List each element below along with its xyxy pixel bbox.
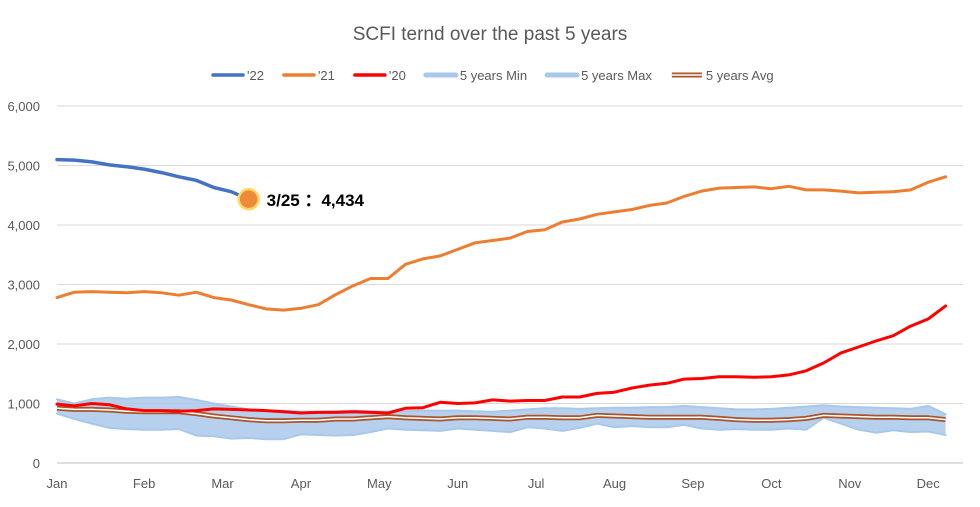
y-tick-label: 2,000 <box>7 337 40 352</box>
x-tick-label: Jul <box>528 476 545 491</box>
y-tick-label: 6,000 <box>7 99 40 114</box>
y-tick-label: 4,000 <box>7 218 40 233</box>
legend-item: '22 <box>211 68 264 83</box>
chart-title: SCFI ternd over the past 5 years <box>353 24 628 45</box>
y-tick-label: 3,000 <box>7 278 40 293</box>
legend-label: '22 <box>247 68 264 83</box>
legend-item: 5 years Max <box>544 68 652 83</box>
series-line-5y-avg-inner <box>56 407 946 422</box>
legend-label: 5 years Avg <box>706 68 774 83</box>
x-tick-label: Apr <box>291 476 312 491</box>
y-axis: 0 1,000 2,000 3,000 4,000 5,000 6,000 <box>7 99 40 471</box>
x-tick-label: Dec <box>917 476 941 491</box>
series-line-5y-max <box>56 396 947 416</box>
series-line-2021 <box>55 175 948 312</box>
series-line-5y-min <box>56 412 947 441</box>
annotation-label: 3/25 ：4,434 <box>267 191 365 210</box>
x-tick-label: Nov <box>838 476 862 491</box>
legend-item: '20 <box>353 68 406 83</box>
x-tick-label: Mar <box>211 476 234 491</box>
x-tick-label: Oct <box>761 476 782 491</box>
chart-legend: '22 '21 '20 5 years Min 5 years Max 5 years A… <box>211 68 774 83</box>
x-tick-label: May <box>367 476 392 491</box>
legend-label: 5 years Min <box>460 68 527 83</box>
y-tick-label: 5,000 <box>7 159 40 174</box>
legend-label: '21 <box>318 68 335 83</box>
x-tick-label: Sep <box>681 476 704 491</box>
legend-item: 5 years Min <box>423 68 527 83</box>
y-tick-label: 1,000 <box>7 397 40 412</box>
y-tick-label: 0 <box>33 456 40 471</box>
series-line-2022 <box>55 157 251 201</box>
series-line-2020 <box>55 304 948 415</box>
x-tick-label: Jun <box>447 476 468 491</box>
legend-label: 5 years Max <box>581 68 652 83</box>
legend-label: '20 <box>389 68 406 83</box>
grid-lines <box>57 105 963 464</box>
annotation: 3/25 ：4,434 <box>237 187 365 211</box>
legend-item: 5 years Avg <box>671 68 774 83</box>
annotation-marker <box>237 187 260 211</box>
x-tick-label: Feb <box>133 476 155 491</box>
plot-area <box>55 157 948 441</box>
x-axis: Jan Feb Mar Apr May Jun Jul Aug Sep Oct Nov Dec <box>47 476 941 491</box>
x-tick-label: Aug <box>603 476 626 491</box>
legend-item: '21 <box>282 68 335 83</box>
x-tick-label: Jan <box>47 476 68 491</box>
